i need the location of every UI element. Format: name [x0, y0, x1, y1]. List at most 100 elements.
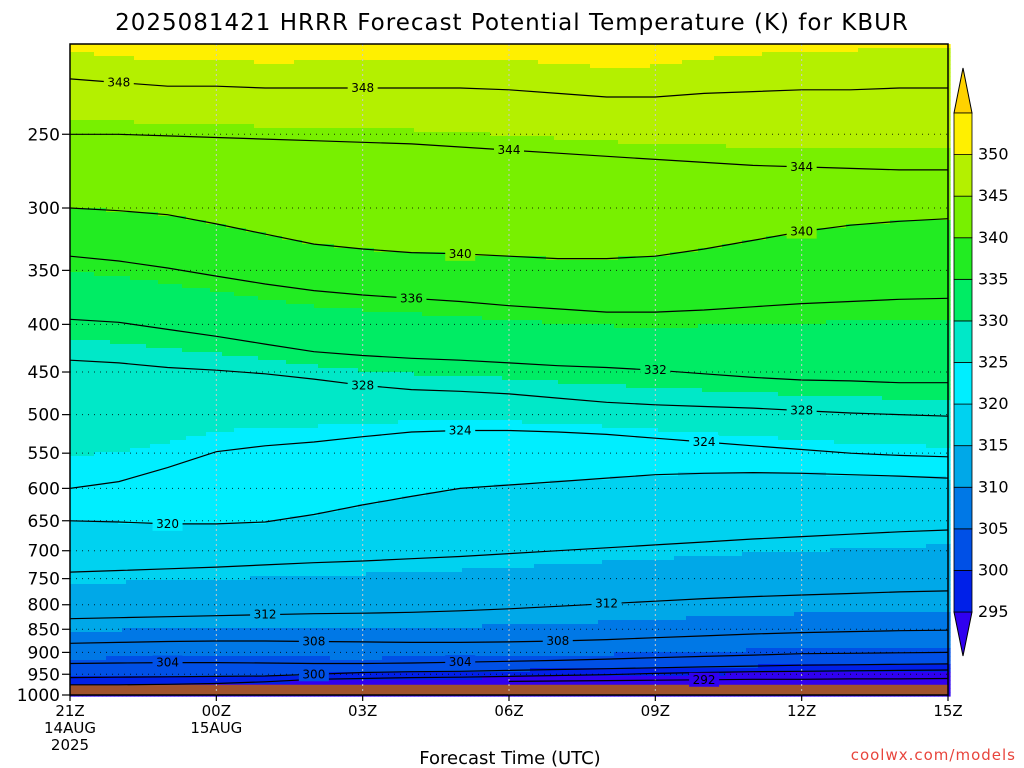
- shade-cell: [146, 136, 151, 141]
- shade-cell: [82, 676, 87, 681]
- shade-cell: [94, 540, 99, 545]
- shade-cell: [138, 244, 143, 249]
- shade-cell: [166, 624, 171, 629]
- shade-cell: [138, 540, 143, 545]
- shade-cell: [86, 552, 91, 557]
- shade-cell: [170, 336, 175, 341]
- shade-cell: [94, 376, 99, 381]
- shade-cell: [102, 524, 107, 529]
- shade-cell: [94, 352, 99, 357]
- shade-cell: [106, 560, 111, 565]
- shade-cell: [82, 140, 87, 145]
- shade-cell: [130, 64, 135, 69]
- shade-cell: [138, 372, 143, 377]
- shade-cell: [82, 376, 87, 381]
- shade-cell: [74, 416, 79, 421]
- shade-cell: [134, 396, 139, 401]
- shade-cell: [146, 92, 151, 97]
- shade-cell: [182, 304, 187, 309]
- shade-cell: [158, 600, 163, 605]
- shade-cell: [126, 304, 131, 309]
- shade-cell: [106, 172, 111, 177]
- shade-cell: [146, 128, 151, 133]
- shade-cell: [86, 228, 91, 233]
- shade-cell: [106, 108, 111, 113]
- shade-cell: [134, 84, 139, 89]
- shade-cell: [154, 224, 159, 229]
- shade-cell: [150, 156, 155, 161]
- shade-cell: [130, 196, 135, 201]
- shade-cell: [138, 116, 143, 121]
- shade-cell: [78, 136, 83, 141]
- shade-cell: [166, 608, 171, 613]
- shade-cell: [94, 176, 99, 181]
- shade-cell: [90, 548, 95, 553]
- shade-cell: [166, 440, 171, 445]
- shade-cell: [150, 204, 155, 209]
- shade-cell: [166, 172, 171, 177]
- shade-cell: [158, 476, 163, 481]
- shade-cell: [186, 240, 191, 245]
- shade-cell: [190, 52, 195, 57]
- shade-cell: [90, 228, 95, 233]
- shade-cell: [122, 564, 127, 569]
- shade-cell: [86, 440, 91, 445]
- shade-cell: [146, 456, 151, 461]
- shade-cell: [82, 148, 87, 153]
- shade-cell: [110, 276, 115, 281]
- shade-cell: [146, 296, 151, 301]
- shade-cell: [94, 144, 99, 149]
- shade-cell: [174, 596, 179, 601]
- shade-cell: [130, 112, 135, 117]
- shade-cell: [182, 300, 187, 305]
- shade-cell: [122, 96, 127, 101]
- shaded-field: [70, 44, 951, 697]
- shade-cell: [170, 200, 175, 205]
- shade-cell: [190, 256, 195, 261]
- shade-cell: [94, 580, 99, 585]
- shade-cell: [114, 472, 119, 477]
- shade-cell: [118, 240, 123, 245]
- shade-cell: [174, 204, 179, 209]
- shade-cell: [166, 556, 171, 561]
- shade-cell: [94, 72, 99, 77]
- shade-cell: [90, 364, 95, 369]
- shade-cell: [146, 560, 151, 565]
- shade-cell: [146, 540, 151, 545]
- shade-cell: [106, 276, 111, 281]
- shade-cell: [170, 68, 175, 73]
- shade-cell: [154, 48, 159, 53]
- shade-cell: [98, 308, 103, 313]
- shade-cell: [166, 48, 171, 53]
- shade-cell: [190, 344, 195, 349]
- shade-cell: [118, 96, 123, 101]
- shade-cell: [114, 632, 119, 637]
- shade-cell: [162, 452, 167, 457]
- shade-cell: [170, 244, 175, 249]
- shade-cell: [110, 120, 115, 125]
- shade-cell: [86, 464, 91, 469]
- shade-cell: [154, 136, 159, 141]
- shade-cell: [166, 136, 171, 141]
- shade-cell: [118, 668, 123, 673]
- shade-cell: [154, 236, 159, 241]
- shade-cell: [174, 584, 179, 589]
- shade-cell: [82, 260, 87, 265]
- shade-cell: [130, 272, 135, 277]
- shade-cell: [154, 140, 159, 145]
- shade-cell: [170, 600, 175, 605]
- shade-cell: [174, 608, 179, 613]
- shade-cell: [78, 252, 83, 257]
- shade-cell: [102, 324, 107, 329]
- shade-cell: [142, 304, 147, 309]
- shade-cell: [174, 340, 179, 345]
- shade-cell: [138, 312, 143, 317]
- shade-cell: [110, 284, 115, 289]
- shade-cell: [158, 248, 163, 253]
- shade-cell: [74, 312, 79, 317]
- shade-cell: [146, 316, 151, 321]
- shade-cell: [126, 232, 131, 237]
- shade-cell: [126, 408, 131, 413]
- shade-cell: [138, 88, 143, 93]
- shade-cell: [78, 152, 83, 157]
